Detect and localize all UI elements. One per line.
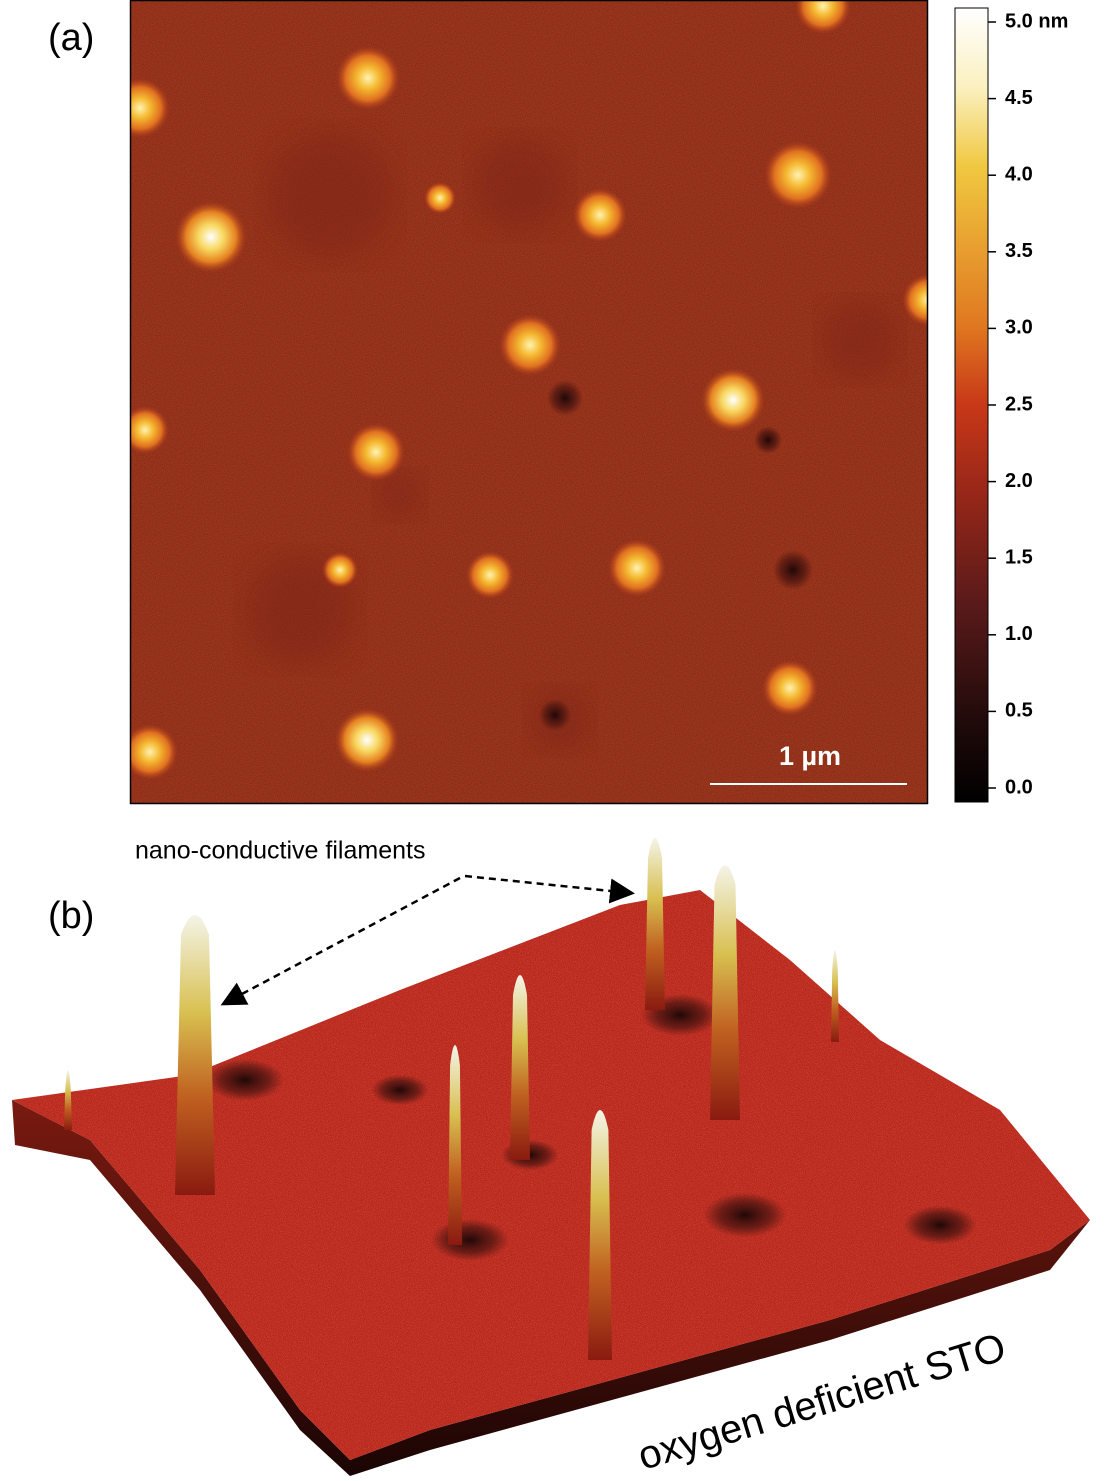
height-peak [335,708,399,772]
height-peak [466,551,514,599]
arrow [464,874,635,904]
height-peak [336,46,400,110]
panel-label: (a) [48,17,94,59]
depression [820,300,900,380]
colorbar-tick-label: 4.5 [1005,87,1033,109]
dimple [703,1192,787,1238]
height-peak [131,406,169,454]
scale-bar-label: 1 µm [779,741,841,771]
colorbar [954,7,989,803]
pit [754,426,782,454]
afm-height-map [131,1,927,803]
dimple [501,1139,559,1171]
dimple [903,1205,977,1245]
pit [547,380,583,416]
surface-texture [12,890,1090,1460]
height-peak [499,314,561,376]
colorbar-tick-label: 0.0 [1005,776,1033,798]
filament [831,950,839,1042]
colorbar-tick-label: 3.5 [1005,240,1033,262]
filament [448,1045,462,1245]
filament [710,865,740,1120]
map-frame [129,0,929,805]
pit [773,550,813,590]
filament [175,915,215,1195]
surface-side [12,1100,1090,1476]
dimple [431,1219,509,1261]
depression [266,131,394,259]
height-peak [322,552,358,588]
annotation: nano-conductive filaments [135,837,425,865]
filament [64,1070,72,1130]
height-peak [701,368,765,432]
height-peak [764,141,832,209]
height-peak [608,539,666,597]
filament [645,838,665,1010]
depression [376,471,424,519]
colorbar-tick-label: 0.5 [1005,700,1033,722]
colorbar-tick-label: 1.5 [1005,546,1033,568]
dimple [371,1074,429,1106]
filament [510,975,530,1160]
colorbar-tick-label: 4.0 [1005,163,1033,185]
dimple [206,1059,284,1101]
filament [588,1110,612,1360]
depression [472,137,568,233]
pit [539,699,571,731]
height-peak [573,188,627,242]
height-peak [131,724,178,780]
height-peak [762,660,818,716]
height-peak [175,201,247,273]
afm-3d-surface [12,838,1090,1476]
height-peak [795,1,851,34]
panel-label: (b) [48,895,94,937]
colorbar-ticks: 5.0 nm 4.5 4.0 3.5 3.0 2.5 2.0 1.5 1.0 0.5 0.0 [988,10,1068,798]
colorbar-tick-label: 2.5 [1005,393,1033,415]
height-peak [131,78,170,138]
colorbar-tick-label: 5.0 nm [1005,10,1068,32]
colorbar-tick-label: 1.0 [1005,623,1033,645]
colorbar-tick-label: 3.0 [1005,317,1033,339]
height-peak [902,274,927,326]
arrow [220,876,461,1006]
colorbar-tick-label: 2.0 [1005,470,1033,492]
height-peak [347,423,405,481]
height-peak [424,182,456,214]
